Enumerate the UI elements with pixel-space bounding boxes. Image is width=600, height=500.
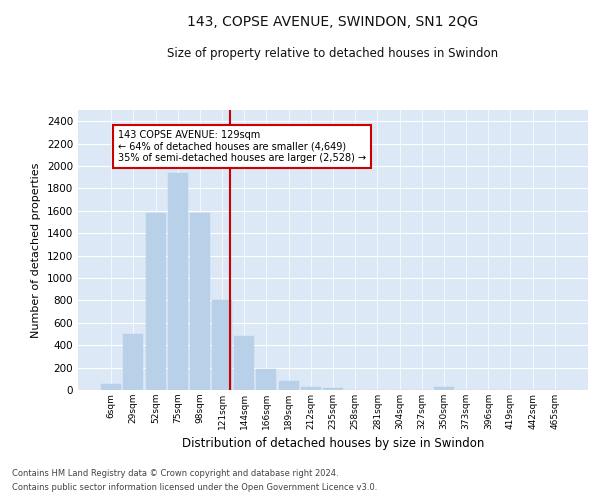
Bar [234, 336, 254, 390]
Bar [101, 384, 121, 390]
Bar [146, 213, 166, 390]
Text: Contains public sector information licensed under the Open Government Licence v3: Contains public sector information licen… [12, 484, 377, 492]
X-axis label: Distribution of detached houses by size in Swindon: Distribution of detached houses by size … [182, 438, 484, 450]
Bar [212, 300, 232, 390]
Text: 143 COPSE AVENUE: 129sqm
← 64% of detached houses are smaller (4,649)
35% of sem: 143 COPSE AVENUE: 129sqm ← 64% of detach… [118, 130, 366, 164]
Text: Contains HM Land Registry data © Crown copyright and database right 2024.: Contains HM Land Registry data © Crown c… [12, 468, 338, 477]
Bar [323, 388, 343, 390]
Y-axis label: Number of detached properties: Number of detached properties [31, 162, 41, 338]
Bar [168, 172, 188, 390]
Bar [301, 386, 321, 390]
Bar [124, 334, 143, 390]
Bar [190, 213, 210, 390]
Text: 143, COPSE AVENUE, SWINDON, SN1 2QG: 143, COPSE AVENUE, SWINDON, SN1 2QG [187, 15, 479, 29]
Bar [256, 368, 277, 390]
Bar [278, 381, 299, 390]
Text: Size of property relative to detached houses in Swindon: Size of property relative to detached ho… [167, 48, 499, 60]
Bar [434, 387, 454, 390]
